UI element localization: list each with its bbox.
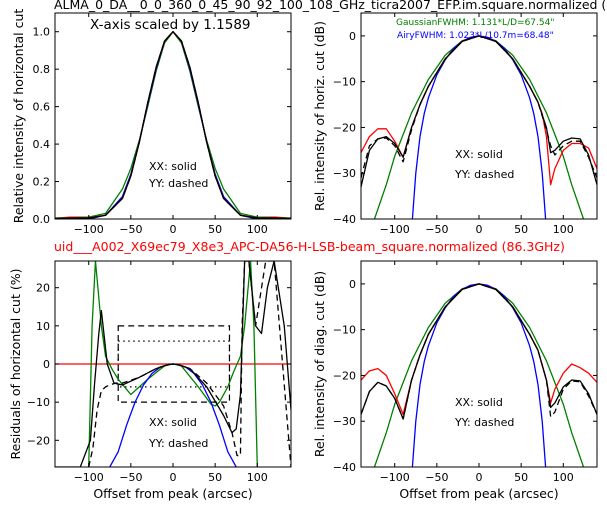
tl-xx-label: XX: solid	[149, 160, 197, 173]
bl-xtick-label: 50	[208, 471, 222, 484]
scale-annotation: X-axis scaled by 1.1589	[90, 17, 251, 33]
title-top: ALMA_0_DA__0_0_360_0_45_90_92_100_108_GH…	[54, 0, 606, 12]
tr-yy-label: YY: dashed	[454, 168, 514, 181]
br-ytick-label: −20	[333, 369, 356, 382]
bl-xlabel: Offset from peak (arcsec)	[93, 486, 252, 501]
bl-ylabel: Residuals of horizontal cut (%)	[8, 269, 23, 460]
br-ytick-label: 0	[349, 278, 356, 291]
tr-xtick-label: 100	[553, 223, 574, 236]
bl-yy-label: YY: dashed	[148, 437, 208, 450]
tr-ytick-label: 0	[349, 30, 356, 43]
bl-ytick-label: −10	[27, 396, 50, 409]
bl-box-dashed	[117, 325, 231, 403]
br-ylabel: Rel. intensity of diag. cut (dB)	[312, 271, 327, 457]
tr-series-4-dashed-line	[361, 35, 597, 179]
br-xlabel: Offset from peak (arcsec)	[399, 486, 558, 501]
bl-xtick-label: 100	[247, 471, 268, 484]
tl-ytick-label: 0.8	[33, 63, 51, 76]
tl-ytick-label: 0.0	[33, 213, 51, 226]
tl-ytick-label: 0.4	[33, 138, 51, 151]
tl-xtick-label: 0	[170, 223, 177, 236]
tr-ytick-label: −30	[333, 167, 356, 180]
bl-series-3-solid-line	[55, 261, 291, 467]
bl-xtick-label: −100	[74, 471, 104, 484]
br-ytick-label: −40	[333, 461, 356, 474]
tl-ytick-label: 0.2	[33, 176, 51, 189]
br-xtick-label: 50	[514, 471, 528, 484]
tr-xtick-label: −50	[425, 223, 448, 236]
bl-ytick-label: 20	[36, 282, 50, 295]
bl-ytick-label: 10	[36, 320, 50, 333]
br-plot-area	[361, 283, 597, 467]
tr-ylabel: Rel. intensity of horiz. cut (dB)	[312, 21, 327, 211]
bl-xtick-label: 0	[170, 471, 177, 484]
bl-plot-area	[55, 261, 291, 467]
bl-ytick-label: 0	[43, 358, 50, 371]
br-ytick-label: −30	[333, 415, 356, 428]
br-series-4-dashed-line	[361, 283, 597, 420]
bl-xx-label: XX: solid	[149, 416, 197, 429]
br-yy-label: YY: dashed	[454, 416, 514, 429]
tr-xtick-label: 50	[514, 223, 528, 236]
tl-plot-area	[55, 31, 291, 219]
tl-ytick-label: 0.6	[33, 101, 51, 114]
br-ytick-label: −10	[333, 324, 356, 337]
tl-ytick-label: 1.0	[33, 26, 51, 39]
br-xtick-label: −100	[380, 471, 410, 484]
legend-gaussian: GaussianFWHM: 1.131*L/D=67.54"	[396, 18, 554, 28]
tl-ylabel: Relative intensity of horizontal cut	[11, 9, 26, 224]
tl-yy-label: YY: dashed	[148, 177, 208, 190]
tl-xtick-label: −100	[74, 223, 104, 236]
tr-plot-area	[361, 35, 597, 219]
tr-ytick-label: −40	[333, 213, 356, 226]
tr-ytick-label: −20	[333, 121, 356, 134]
tl-xtick-label: 50	[208, 223, 222, 236]
title-mid: uid___A002_X69ec79_X8e3_APC-DA56-H-LSB-b…	[54, 239, 565, 254]
bl-series-4-dashed-line	[88, 261, 291, 467]
tl-xtick-label: −50	[119, 223, 142, 236]
br-xtick-label: 0	[476, 471, 483, 484]
bl-ytick-label: −20	[27, 434, 50, 447]
br-xx-label: XX: solid	[455, 396, 503, 409]
tr-xtick-label: 0	[476, 223, 483, 236]
br-xtick-label: −50	[425, 471, 448, 484]
br-xtick-label: 100	[553, 471, 574, 484]
tr-ytick-label: −10	[333, 76, 356, 89]
tr-xtick-label: −100	[380, 223, 410, 236]
bl-xtick-label: −50	[119, 471, 142, 484]
tr-xx-label: XX: solid	[455, 148, 503, 161]
tl-series-4-dashed-line	[55, 31, 291, 219]
tl-xtick-label: 100	[247, 223, 268, 236]
